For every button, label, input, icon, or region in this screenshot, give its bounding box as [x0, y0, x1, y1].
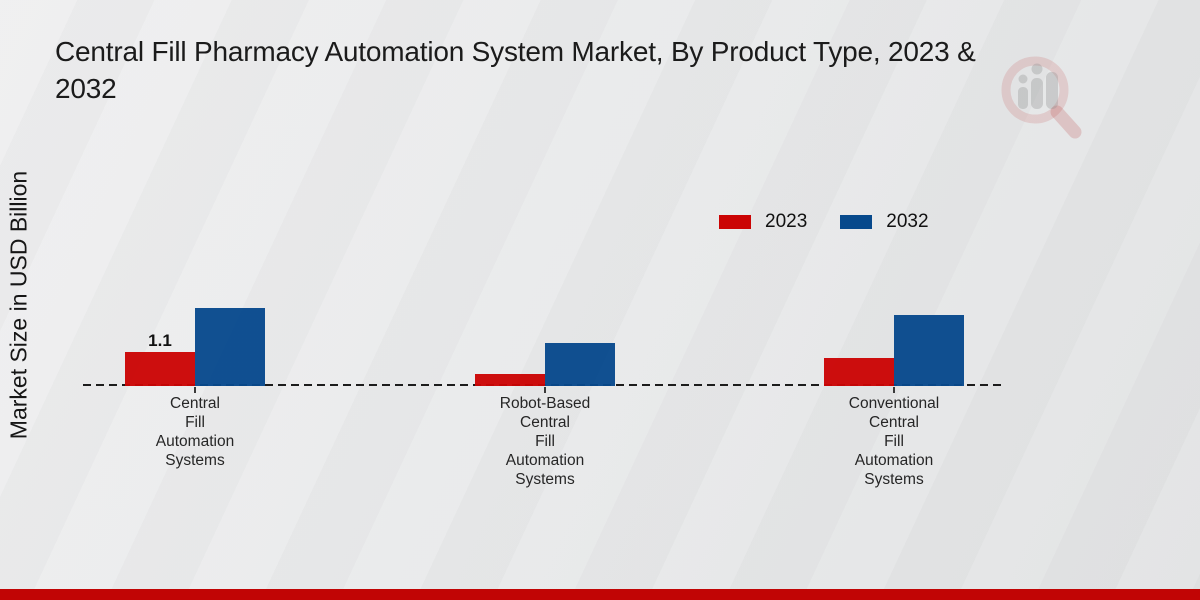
x-axis-tick-group2	[544, 387, 546, 393]
category-label-group1: Central Fill Automation Systems	[155, 395, 235, 469]
legend-swatch-2032	[840, 215, 873, 229]
value-label-2023-group1: 1.1	[148, 331, 172, 350]
legend-item-2023: 2023	[719, 211, 807, 233]
chart-title: Central Fill Pharmacy Automation System …	[55, 36, 976, 104]
legend-label-2032: 2032	[886, 211, 929, 232]
legend-label-2023: 2023	[765, 211, 808, 232]
bar-2032-group1	[195, 308, 265, 386]
legend-swatch-2023	[719, 215, 751, 229]
bar-2023-group3	[824, 358, 894, 386]
footer-stripe	[0, 589, 1200, 600]
bar-2023-group2	[475, 374, 545, 386]
category-label-group2: Robot-Based Central Fill Automation Syst…	[499, 395, 591, 488]
bar-2032-group2	[545, 343, 615, 386]
bar-2032-group3	[894, 315, 964, 386]
x-axis-tick-group3	[893, 387, 895, 393]
x-axis-tick-group1	[194, 387, 196, 393]
category-label-group3: Conventional Central Fill Automation Sys…	[848, 395, 940, 488]
magnifier-bar-chart-watermark-icon	[995, 50, 1087, 142]
bar-2023-group1	[125, 352, 195, 386]
legend-item-2032: 2032	[840, 211, 929, 233]
legend: 2023 2032	[719, 211, 929, 233]
